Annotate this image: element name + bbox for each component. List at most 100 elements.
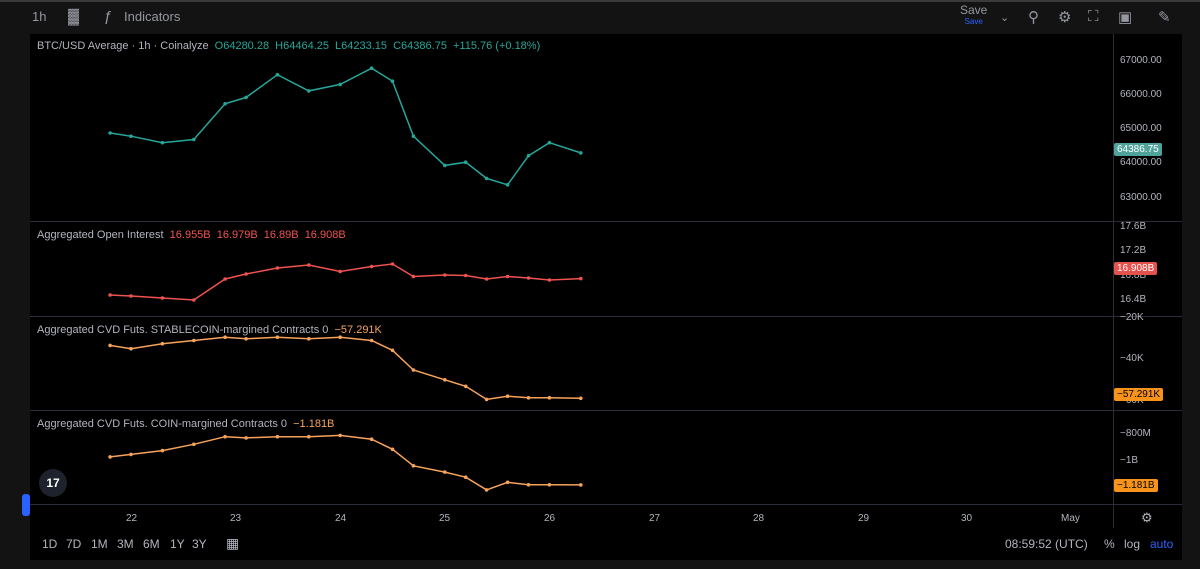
oi-tick: 16.4B — [1120, 294, 1147, 305]
cvd-stable-tick: −40K — [1120, 353, 1144, 364]
x-tick: 28 — [753, 513, 765, 524]
save-button[interactable]: Save Save — [960, 3, 988, 27]
chart-area[interactable]: BTC/USD Average · 1h · Coinalyze O64280.… — [30, 34, 1182, 528]
cvd-stable-value: −57.291K — [334, 324, 382, 336]
data-point — [192, 298, 196, 302]
top-toolbar: 1h ▓ ƒ Indicators Save Save ⌄ ⚲ ⚙ ⛶ ▣ ✎ — [0, 0, 1200, 32]
cvd-stable-last-tag: −57.291K — [1114, 388, 1164, 401]
oi-high: 16.979B — [216, 229, 258, 241]
data-point — [244, 337, 248, 341]
chevron-down-icon[interactable]: ⌄ — [1000, 12, 1010, 24]
candles-icon[interactable]: ▓ — [68, 8, 79, 25]
utc-time[interactable]: 08:59:52 (UTC) — [1005, 537, 1088, 551]
data-point — [129, 346, 133, 351]
data-point — [223, 102, 227, 106]
data-point — [526, 396, 531, 400]
data-point — [547, 483, 552, 487]
range-3m[interactable]: 3M — [117, 537, 134, 551]
data-point — [443, 163, 447, 168]
range-3y[interactable]: 3Y — [192, 537, 207, 551]
cvd-stable-series-line — [109, 336, 581, 401]
data-point — [160, 296, 165, 300]
fullscreen-icon[interactable]: ⛶ — [1088, 8, 1099, 25]
cvd-coin-title: Aggregated CVD Futs. COIN-margined Contr… — [37, 418, 288, 430]
pencil-icon[interactable]: ✎ — [1158, 9, 1171, 26]
x-tick: 26 — [544, 513, 556, 524]
search-icon[interactable]: ⚲ — [1028, 9, 1039, 26]
range-1y[interactable]: 1Y — [170, 537, 185, 551]
data-point — [129, 452, 133, 457]
data-point — [526, 153, 531, 158]
range-6m[interactable]: 6M — [143, 537, 160, 551]
data-point — [244, 95, 248, 100]
oi-tick: 16.8B — [1120, 270, 1147, 281]
indicators-button[interactable]: Indicators — [124, 9, 181, 24]
axis-settings-icon[interactable]: ⚙ — [1141, 510, 1153, 525]
data-point — [505, 480, 510, 485]
camera-icon[interactable]: ▣ — [1118, 9, 1133, 26]
data-point — [275, 434, 280, 439]
data-point — [307, 89, 311, 93]
price-high: H64464.25 — [275, 40, 329, 52]
panel-divider[interactable] — [30, 316, 1182, 317]
data-point — [192, 137, 196, 142]
data-point — [505, 274, 510, 279]
data-point — [526, 276, 531, 280]
data-point — [275, 335, 280, 340]
data-point — [390, 447, 395, 452]
data-point — [307, 337, 311, 341]
panel-divider[interactable] — [30, 221, 1182, 222]
data-point — [369, 264, 374, 269]
data-point — [160, 140, 165, 145]
data-point — [579, 483, 583, 487]
price-tick: 64000.00 — [1120, 157, 1162, 168]
data-point — [579, 396, 583, 401]
data-point — [275, 266, 280, 270]
price-last-tag: 64386.75 — [1114, 143, 1162, 156]
price-open: O64280.28 — [214, 40, 270, 52]
data-point — [484, 277, 489, 281]
interval-button[interactable]: 1h — [32, 9, 47, 24]
data-point — [307, 263, 311, 267]
range-1d[interactable]: 1D — [42, 537, 58, 551]
data-point — [338, 82, 343, 87]
range-7d[interactable]: 7D — [66, 537, 82, 551]
oi-title: Aggregated Open Interest — [37, 229, 164, 241]
data-point — [463, 384, 468, 389]
data-point — [192, 442, 196, 447]
oi-last-tag: 16.908B — [1114, 262, 1158, 275]
price-axis-line — [1113, 34, 1114, 528]
price-close: C64386.75 — [393, 40, 447, 52]
panel-divider — [30, 504, 1182, 505]
save-label: Save — [960, 3, 988, 17]
data-point — [223, 335, 227, 340]
data-point — [443, 378, 447, 382]
auto-toggle[interactable]: auto — [1150, 537, 1174, 551]
data-point — [579, 151, 583, 155]
tradingview-logo[interactable]: 17 — [39, 469, 67, 497]
gear-icon[interactable]: ⚙ — [1058, 9, 1072, 26]
range-1m[interactable]: 1M — [91, 537, 108, 551]
bottom-toolbar: 1D 7D 1M 3M 6M 1Y 3Y ▦ 08:59:52 (UTC) % … — [30, 528, 1182, 560]
calendar-icon[interactable]: ▦ — [226, 535, 240, 551]
data-point — [526, 483, 531, 487]
log-toggle[interactable]: log — [1124, 537, 1141, 551]
cvd-coin-value: −1.181B — [293, 418, 335, 430]
panel-handle[interactable] — [22, 494, 30, 516]
indicators-icon[interactable]: ƒ — [104, 8, 113, 25]
data-point — [547, 140, 552, 145]
panel-divider[interactable] — [30, 410, 1182, 411]
data-point — [108, 293, 112, 297]
data-point — [547, 396, 552, 400]
data-point — [307, 434, 311, 439]
data-point — [129, 134, 133, 138]
percent-toggle[interactable]: % — [1104, 537, 1115, 551]
data-point — [108, 131, 112, 135]
data-point — [338, 433, 343, 438]
price-tick: 66000.00 — [1120, 89, 1162, 100]
data-point — [390, 348, 395, 353]
data-point — [505, 394, 510, 399]
data-point — [411, 464, 416, 468]
cvd-coin-legend: Aggregated CVD Futs. COIN-margined Contr… — [37, 418, 334, 430]
x-tick: 24 — [335, 513, 347, 524]
